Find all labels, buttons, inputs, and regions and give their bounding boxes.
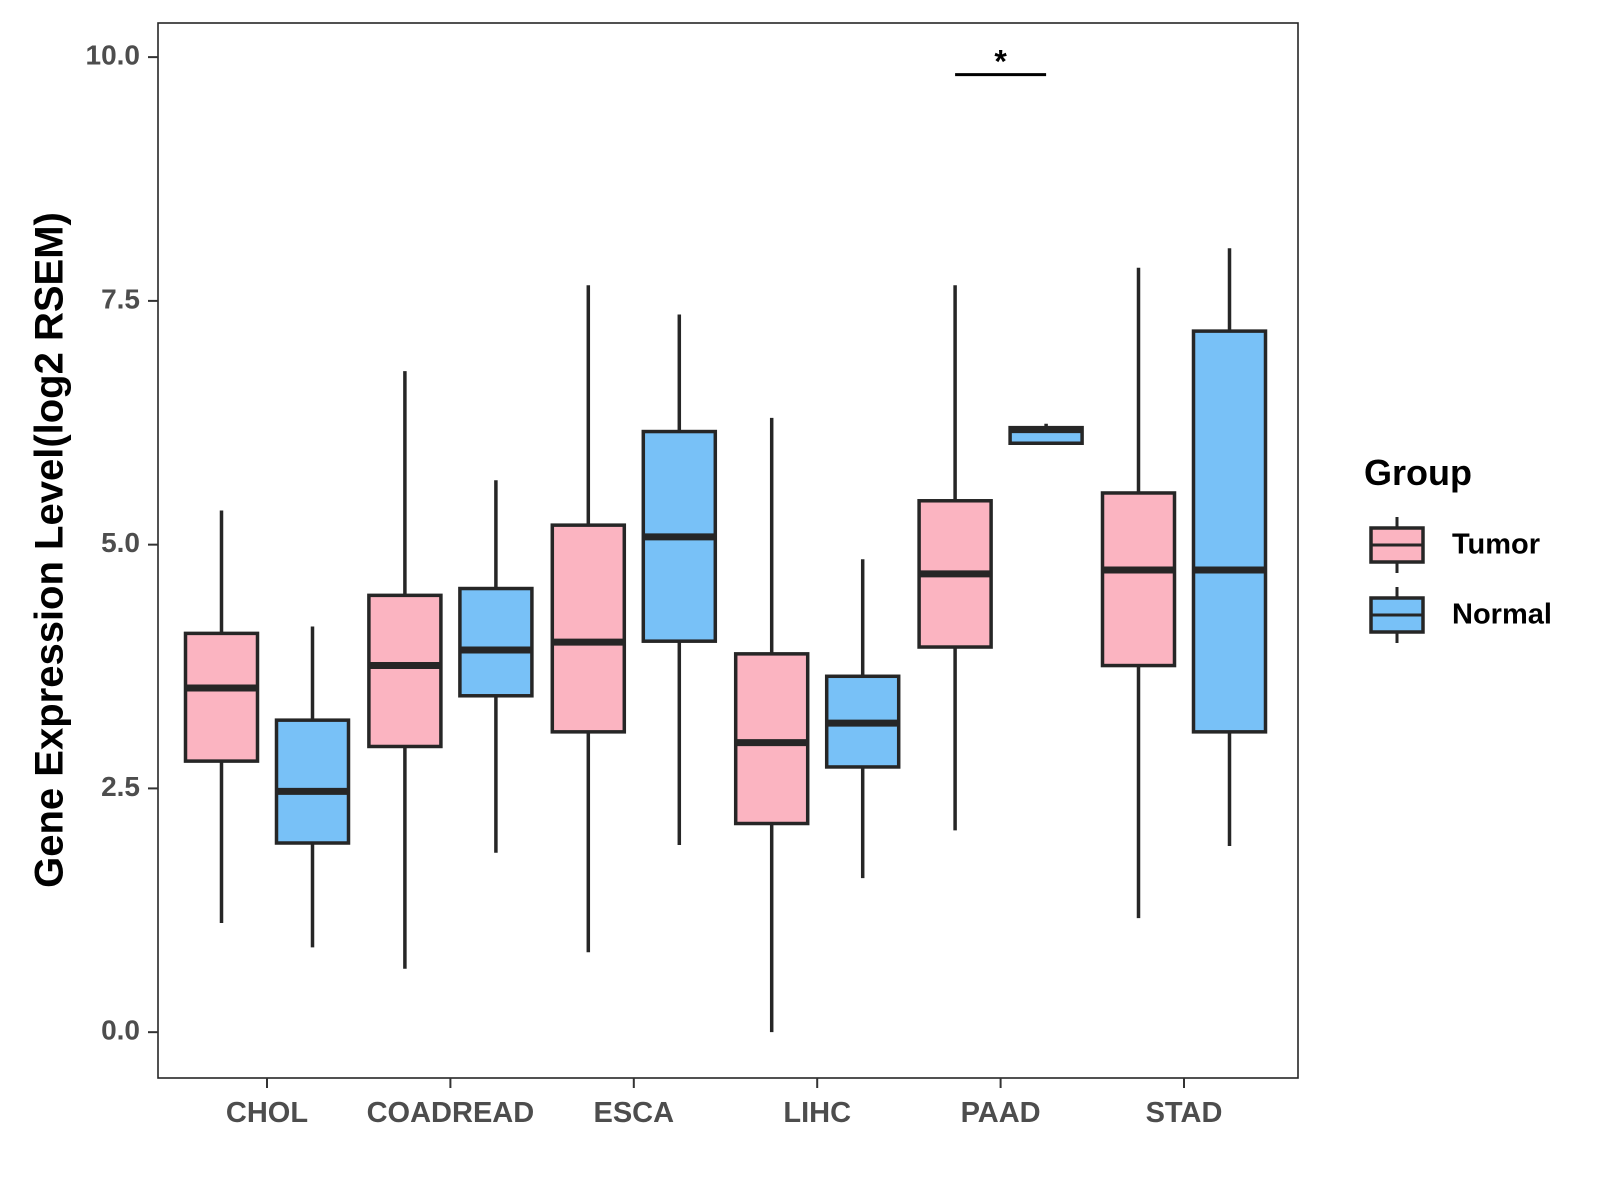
box-iqr xyxy=(1100,491,1177,668)
box-normal-chol xyxy=(274,626,351,948)
box-iqr xyxy=(1191,329,1268,734)
box-tumor-lihc xyxy=(733,417,810,1033)
box-normal-coadread xyxy=(458,480,534,853)
y-tick-label: 2.5 xyxy=(101,771,140,802)
x-tick-label: STAD xyxy=(1146,1097,1223,1129)
y-axis-title: Gene Expression Level(log2 RSEM) xyxy=(28,212,72,888)
x-tick-label: LIHC xyxy=(783,1097,851,1129)
legend-key-tumor: Tumor xyxy=(1369,517,1540,573)
legend-label: Tumor xyxy=(1452,529,1540,561)
box-iqr xyxy=(367,593,443,749)
significance-star: * xyxy=(994,44,1007,80)
plot-panel-border xyxy=(157,22,1299,1079)
box-normal-stad xyxy=(1191,248,1268,846)
box-tumor-paad xyxy=(917,285,993,831)
y-tick-label: 10.0 xyxy=(86,40,141,71)
box-normal-paad xyxy=(1008,423,1084,445)
legend-keys: Tumor Normal xyxy=(1369,517,1552,643)
box-iqr xyxy=(458,586,534,698)
legend-title: Group xyxy=(1364,452,1472,493)
box-tumor-stad xyxy=(1100,267,1177,919)
x-tick-label: PAAD xyxy=(961,1097,1041,1129)
box-normal-lihc xyxy=(824,559,901,879)
boxes-layer xyxy=(183,248,1268,1033)
box-tumor-chol xyxy=(183,510,260,923)
x-axis: CHOL COADREAD ESCA LIHC PAAD STAD xyxy=(226,1078,1222,1129)
y-tick-label: 7.5 xyxy=(101,283,140,314)
box-iqr xyxy=(733,652,810,826)
box-iqr xyxy=(183,631,260,763)
x-tick-label: COADREAD xyxy=(367,1097,535,1129)
legend-key-normal: Normal xyxy=(1369,587,1552,643)
x-tick-label: CHOL xyxy=(226,1097,308,1129)
y-tick-label: 0.0 xyxy=(101,1015,140,1046)
box-normal-esca xyxy=(641,314,718,845)
significance-annotations: * xyxy=(955,44,1047,80)
x-tick-label: ESCA xyxy=(594,1097,675,1129)
legend-label: Normal xyxy=(1452,599,1552,631)
y-axis: 0.0 2.5 5.0 7.5 10.0 xyxy=(86,40,158,1046)
legend: Group Tumor Normal xyxy=(1364,452,1552,643)
box-tumor-esca xyxy=(550,285,627,953)
y-tick-label: 5.0 xyxy=(101,527,140,558)
box-tumor-coadread xyxy=(367,371,443,969)
box-iqr xyxy=(550,523,627,734)
box-iqr xyxy=(274,718,351,845)
